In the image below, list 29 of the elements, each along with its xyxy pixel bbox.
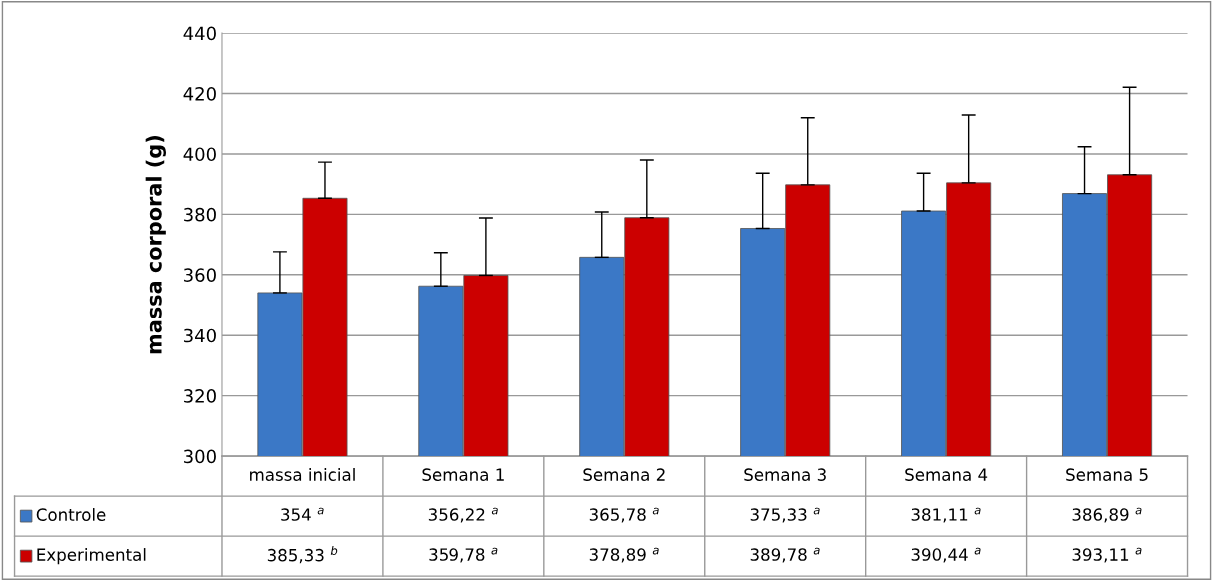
data-label: 365,78 $^{a}$ — [589, 507, 659, 523]
legend-label: Experimental — [37, 548, 146, 565]
y-tick-label: 300 — [184, 449, 216, 464]
y-tick-label: 320 — [184, 389, 216, 403]
data-label: 359,78 $^{a}$ — [429, 547, 498, 563]
y-tick-label: 400 — [183, 147, 216, 162]
y-tick-label: 360 — [184, 268, 216, 282]
data-label: 378,89 $^{a}$ — [589, 547, 659, 563]
x-tick-label: Semana 1 — [422, 468, 504, 481]
y-tick-label: 420 — [183, 87, 216, 101]
x-tick-label: Semana 3 — [744, 468, 826, 481]
data-label: 356,22 $^{a}$ — [428, 507, 498, 523]
x-tick-label: massa inicial — [250, 468, 355, 481]
x-tick-label: Semana 5 — [1066, 468, 1148, 481]
y-axis-title: massa corporal (g) — [145, 136, 166, 354]
data-label: 354 $^{a}$ — [281, 507, 324, 521]
data-label: 389,78 $^{a}$ — [750, 547, 820, 563]
x-tick-label: Semana 2 — [583, 468, 665, 481]
data-label: 381,11 $^{a}$ — [911, 507, 981, 523]
legend-label: Controle — [36, 508, 106, 521]
data-label: 390,44 $^{a}$ — [911, 547, 981, 563]
data-label: 386,89 $^{a}$ — [1072, 507, 1142, 523]
x-tick-label: Semana 4 — [905, 468, 988, 481]
data-label: 375,33 $^{a}$ — [750, 507, 820, 523]
data-label: 385,33 $^{b}$ — [267, 545, 338, 564]
y-tick-label: 440 — [183, 26, 216, 41]
data-label: 393,11 $^{a}$ — [1072, 547, 1142, 563]
y-tick-label: 380 — [184, 207, 216, 222]
y-tick-label: 340 — [184, 328, 216, 343]
